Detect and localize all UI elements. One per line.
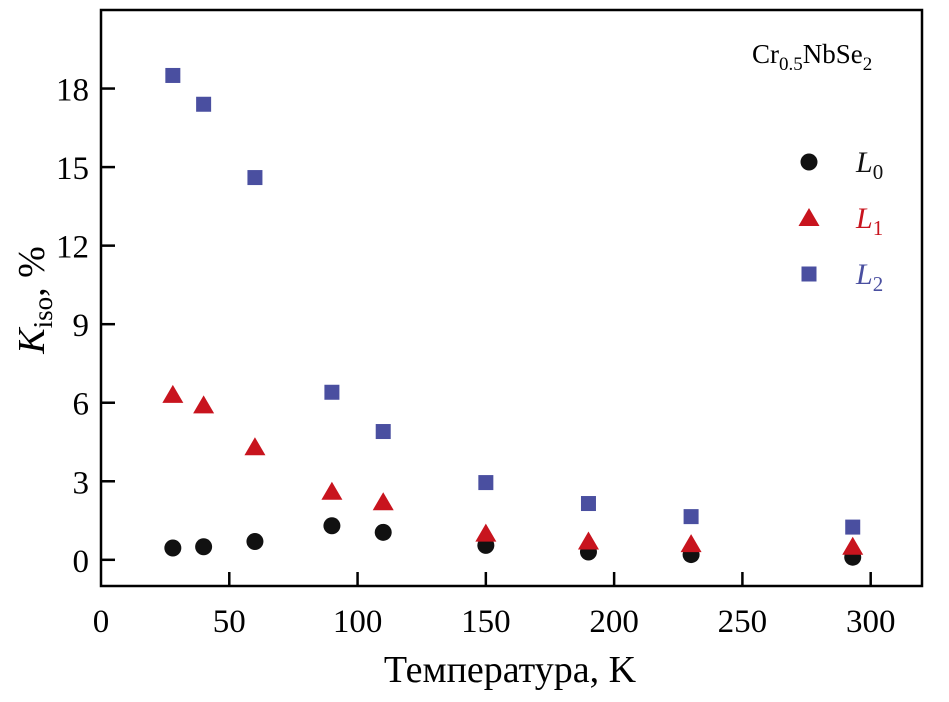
- point-L1: [842, 536, 864, 555]
- x-tick-label: 200: [589, 604, 639, 640]
- point-L1: [577, 531, 599, 550]
- x-tick-label: 50: [213, 604, 246, 640]
- legend-marker-L1: [798, 208, 820, 226]
- legend-label-L0: L0: [855, 146, 883, 184]
- y-tick-label: 18: [56, 73, 89, 109]
- x-axis-label: Температура, K: [384, 649, 637, 691]
- point-L1: [162, 384, 184, 403]
- point-L2: [478, 475, 494, 491]
- legend-marker-L0: [800, 153, 818, 171]
- x-tick-label: 300: [846, 604, 896, 640]
- point-L2: [683, 509, 699, 525]
- point-L2: [247, 170, 263, 186]
- legend-marker-L2: [801, 266, 817, 282]
- y-tick-label: 3: [73, 465, 90, 501]
- plot-frame: [99, 8, 924, 588]
- point-L1: [321, 481, 343, 500]
- point-L0: [195, 538, 213, 556]
- point-L1: [244, 437, 266, 456]
- point-L2: [580, 496, 596, 512]
- point-L2: [196, 96, 212, 112]
- point-L2: [845, 519, 861, 535]
- point-L0: [374, 523, 392, 541]
- legend: L0 L1 L2: [798, 146, 883, 296]
- y-tick-label: 12: [56, 230, 89, 266]
- point-L1: [475, 523, 497, 542]
- y-tick-label: 9: [73, 308, 90, 344]
- point-L2: [375, 424, 391, 440]
- legend-label-L1: L1: [855, 202, 883, 240]
- legend-label-L2: L2: [855, 258, 883, 296]
- y-axis-label: Kiso, %: [11, 246, 58, 355]
- x-tick-label: 150: [461, 604, 511, 640]
- point-L1: [372, 492, 394, 511]
- compound-annotation: Cr0.5NbSe2: [752, 39, 872, 75]
- point-L1: [680, 534, 702, 553]
- point-L2: [165, 67, 181, 83]
- y-tick-label: 0: [73, 544, 90, 580]
- point-L2: [324, 384, 340, 400]
- point-L0: [246, 532, 264, 550]
- y-tick-label: 6: [73, 387, 90, 423]
- x-tick-label: 100: [333, 604, 383, 640]
- point-L0: [164, 539, 182, 557]
- y-tick-label: 15: [56, 151, 89, 187]
- point-L1: [193, 395, 215, 414]
- x-tick-label: 250: [718, 604, 768, 640]
- x-tick-label: 0: [93, 604, 110, 640]
- point-L0: [323, 517, 341, 535]
